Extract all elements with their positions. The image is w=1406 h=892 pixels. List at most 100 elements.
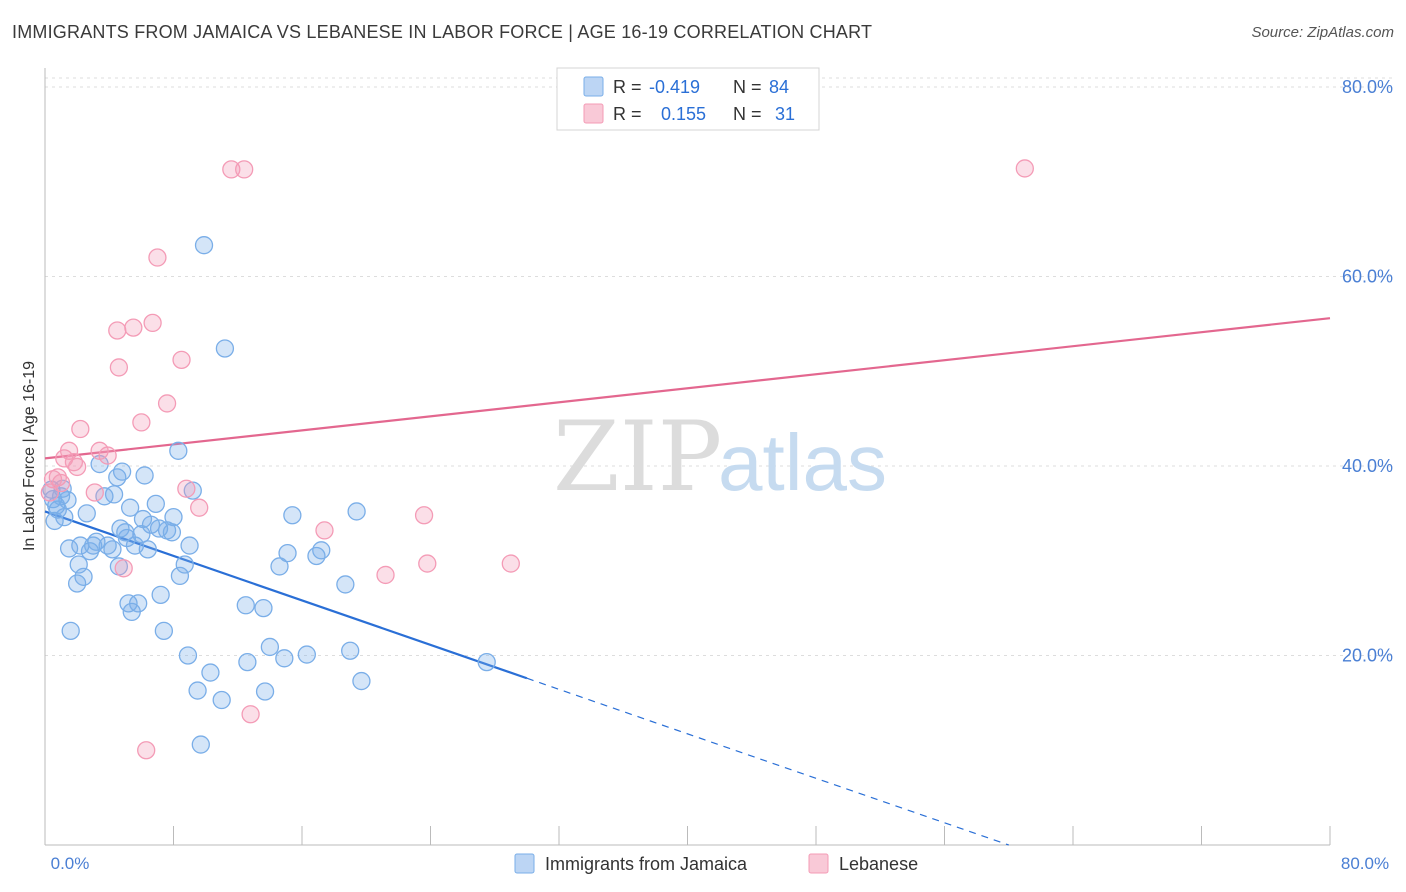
data-point — [215, 339, 235, 358]
trend-line-extension — [526, 677, 1009, 846]
data-point — [154, 621, 174, 641]
data-point — [312, 541, 331, 560]
data-point — [108, 468, 127, 487]
data-point — [67, 457, 87, 477]
data-point — [238, 652, 257, 672]
data-point — [270, 557, 289, 576]
chart-title: IMMIGRANTS FROM JAMAICA VS LEBANESE IN L… — [12, 22, 873, 42]
data-point — [132, 525, 151, 544]
data-point — [222, 160, 241, 179]
series-legend-label-jamaica: Immigrants from Jamaica — [545, 854, 748, 874]
data-point — [307, 546, 326, 566]
data-point — [138, 540, 157, 559]
data-point — [132, 413, 151, 432]
data-point — [241, 705, 260, 724]
data-point — [169, 441, 188, 460]
data-point — [172, 350, 191, 369]
data-point — [212, 690, 231, 710]
series-legend-swatch-jamaica — [514, 853, 535, 874]
data-point — [45, 511, 64, 531]
data-point — [347, 502, 366, 521]
data-point — [71, 419, 90, 439]
data-point — [104, 485, 124, 504]
data-point — [183, 481, 202, 500]
x-tick-label-min: 0.0% — [51, 854, 90, 873]
data-point — [170, 566, 190, 586]
data-point — [341, 641, 360, 660]
data-point — [254, 598, 273, 618]
series-legend: Immigrants from Jamaica Lebanese — [514, 853, 918, 874]
data-point — [148, 248, 167, 267]
data-point — [162, 523, 182, 542]
legend-n-label-lebanese: N = — [733, 104, 762, 124]
y-tick-label: 80.0% — [1342, 77, 1393, 97]
legend-swatch-jamaica — [583, 76, 604, 97]
data-point — [477, 652, 496, 672]
data-point — [151, 585, 170, 604]
data-point — [501, 554, 520, 573]
data-point — [143, 313, 162, 333]
data-point — [55, 507, 74, 527]
data-point — [129, 594, 148, 613]
data-point — [48, 468, 67, 487]
series-legend-swatch-lebanese — [808, 853, 829, 874]
data-point — [352, 671, 371, 691]
legend-n-value-jamaica: 84 — [769, 77, 789, 97]
trend-line-jamaica — [44, 510, 528, 680]
data-point — [1015, 159, 1034, 178]
data-point — [194, 236, 214, 255]
data-point — [108, 321, 127, 340]
data-point — [112, 462, 132, 481]
legend-n-value-lebanese: 31 — [775, 104, 795, 124]
data-point — [297, 645, 316, 664]
y-axis-label: In Labor Force | Age 16-19 — [21, 361, 38, 551]
trend-lines — [44, 317, 1331, 846]
data-point — [180, 536, 199, 555]
stats-legend: R = -0.419 N = 84 R = 0.155 N = 31 — [556, 67, 820, 131]
data-point — [51, 473, 71, 493]
data-point — [315, 521, 334, 540]
data-point — [77, 504, 96, 523]
watermark-atlas: atlas — [718, 418, 887, 507]
data-point — [124, 318, 143, 337]
data-point — [58, 490, 77, 510]
legend-n-label-jamaica: N = — [733, 77, 762, 97]
source-label: Source: ZipAtlas.com — [1251, 24, 1394, 41]
data-point — [336, 575, 355, 594]
data-point — [59, 539, 79, 558]
data-point — [376, 565, 395, 585]
data-point — [87, 532, 106, 551]
data-point — [103, 540, 122, 559]
watermark-zip: ZIP — [553, 401, 722, 513]
data-point — [414, 506, 434, 525]
y-tick-label: 20.0% — [1342, 645, 1393, 665]
data-point — [85, 483, 104, 502]
data-point — [275, 649, 294, 668]
data-point — [67, 574, 87, 593]
watermark: ZIP atlas — [553, 401, 887, 513]
data-point — [175, 555, 194, 574]
legend-swatch-lebanese — [583, 103, 604, 124]
data-point — [120, 498, 140, 517]
data-point — [137, 741, 156, 760]
legend-r-value-lebanese: 0.155 — [661, 104, 706, 124]
data-point — [177, 479, 196, 498]
x-ticks — [44, 826, 1331, 845]
data-point — [135, 466, 154, 485]
data-point — [80, 542, 100, 561]
data-point — [236, 596, 255, 615]
x-tick-label-max: 80.0% — [1341, 854, 1389, 873]
series-legend-label-lebanese: Lebanese — [839, 854, 918, 874]
data-point — [190, 498, 209, 517]
data-point — [59, 441, 79, 460]
data-point — [191, 735, 210, 754]
data-point — [260, 637, 280, 657]
data-point — [114, 559, 133, 578]
data-point — [188, 681, 207, 700]
data-point — [61, 621, 80, 641]
data-point — [278, 544, 297, 563]
data-point — [74, 567, 93, 586]
data-point — [418, 554, 437, 573]
data-point — [201, 663, 220, 682]
